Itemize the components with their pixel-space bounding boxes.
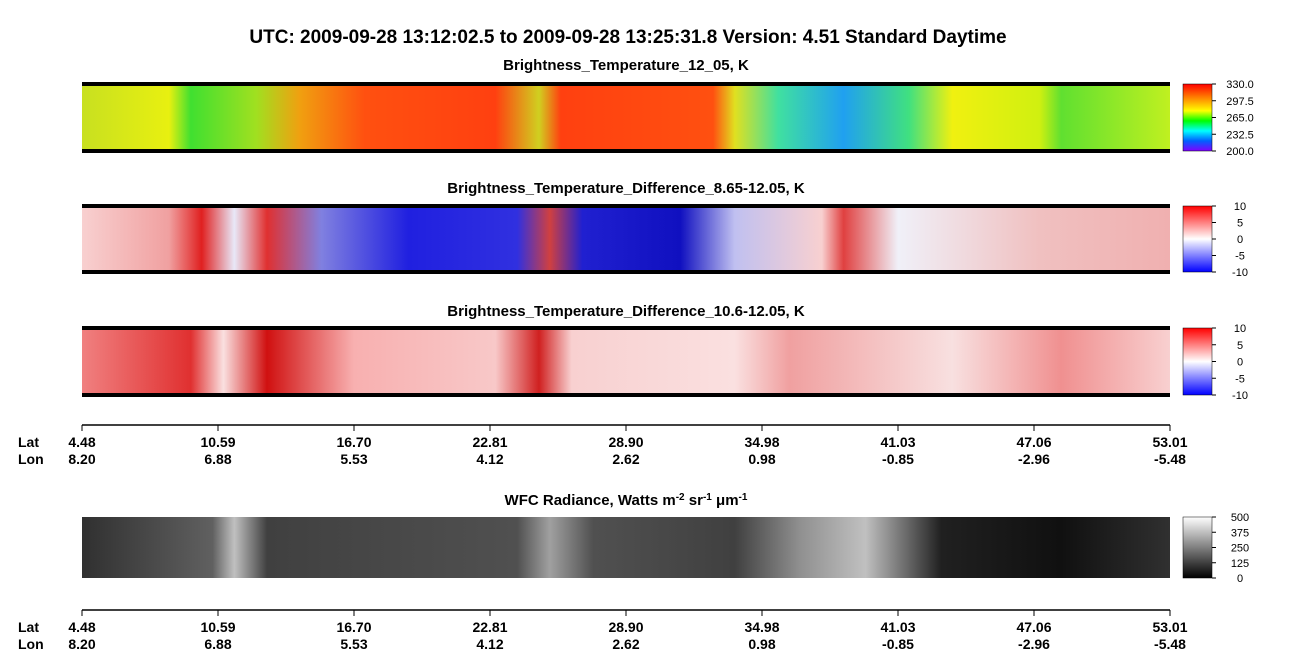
colorbar-tick-label: -10 (1232, 390, 1248, 402)
lat-tick-label: 22.81 (472, 619, 507, 635)
colorbar-tick-label: 232.5 (1226, 129, 1254, 141)
colorbar-tick-label: 5 (1237, 340, 1243, 352)
lon-tick-label: 5.53 (340, 451, 367, 467)
lat-tick-label: 16.70 (336, 619, 371, 635)
lon-tick-label: 8.20 (68, 451, 95, 467)
lon-tick-label: -5.48 (1154, 636, 1186, 652)
lat-tick-label: 41.03 (880, 434, 915, 450)
colorbar-tick-label: 10 (1234, 201, 1246, 213)
lon-tick-label: -5.48 (1154, 451, 1186, 467)
data-image (82, 517, 1170, 578)
colorbar (1182, 327, 1213, 396)
colorbar-tick-label: 375 (1231, 527, 1249, 539)
colorbar-tick-label: 500 (1231, 512, 1249, 524)
lon-tick-label: 0.98 (748, 636, 775, 652)
lat-tick-label: 4.48 (68, 434, 95, 450)
lon-tick-label: -0.85 (882, 451, 914, 467)
lat-tick-label: 4.48 (68, 619, 95, 635)
lon-label: Lon (18, 636, 44, 652)
colorbar-tick-label: 10 (1234, 323, 1246, 335)
lon-tick-label: 6.88 (204, 451, 231, 467)
lat-tick-label: 41.03 (880, 619, 915, 635)
colorbar-tick-label: -5 (1235, 373, 1245, 385)
title-part: sr (685, 492, 704, 509)
superscript: -1 (739, 492, 748, 503)
lat-tick-label: 34.98 (744, 619, 779, 635)
colorbar (1182, 205, 1213, 273)
lon-label: Lon (18, 451, 44, 467)
colorbar-tick-label: -5 (1235, 251, 1245, 263)
data-image (82, 328, 1170, 395)
title: UTC: 2009-09-28 13:12:02.5 to 2009-09-28… (249, 27, 1006, 48)
colorbar (1182, 516, 1213, 579)
lon-tick-label: 8.20 (68, 636, 95, 652)
lon-tick-label: 5.53 (340, 636, 367, 652)
data-image (82, 206, 1170, 272)
colorbar-tick-label: 125 (1231, 558, 1249, 570)
panel-title: WFC Radiance, Watts m-2 sr-1 μm-1 (505, 492, 748, 510)
image-border-bottom (82, 270, 1170, 274)
panel-title: Brightness_Temperature_Difference_8.65-1… (447, 180, 805, 197)
lon-tick-label: 2.62 (612, 451, 639, 467)
colorbar-tick-label: 0 (1237, 234, 1243, 246)
lat-tick-label: 10.59 (200, 619, 235, 635)
lat-tick-label: 47.06 (1016, 619, 1051, 635)
title-part: μm (712, 492, 739, 509)
superscript: -2 (676, 492, 685, 503)
lat-tick-label: 10.59 (200, 434, 235, 450)
colorbar (1182, 83, 1213, 152)
lon-tick-label: 2.62 (612, 636, 639, 652)
lat-tick-label: 53.01 (1152, 619, 1187, 635)
colorbar-tick-label: 0 (1237, 573, 1243, 585)
lat-label: Lat (18, 619, 39, 635)
lat-tick-label: 16.70 (336, 434, 371, 450)
colorbar-tick-label: 0 (1237, 357, 1243, 369)
image-border-bottom (82, 393, 1170, 397)
colorbar-tick-label: 330.0 (1226, 79, 1254, 91)
lon-tick-label: 4.12 (476, 451, 503, 467)
colorbar-tick-label: 200.0 (1226, 146, 1254, 158)
colorbar-tick-label: 265.0 (1226, 113, 1254, 125)
lon-tick-label: -2.96 (1018, 451, 1050, 467)
lat-tick-label: 34.98 (744, 434, 779, 450)
colorbar-tick-label: 5 (1237, 218, 1243, 230)
colorbar-tick-label: 250 (1231, 543, 1249, 555)
image-border-top (82, 204, 1170, 208)
lon-tick-label: 6.88 (204, 636, 231, 652)
lat-tick-label: 53.01 (1152, 434, 1187, 450)
data-image (82, 84, 1170, 151)
lat-tick-label: 47.06 (1016, 434, 1051, 450)
panel-title: Brightness_Temperature_Difference_10.6-1… (447, 303, 805, 320)
lat-tick-label: 28.90 (608, 434, 643, 450)
lat-label: Lat (18, 434, 39, 450)
superscript: -1 (703, 492, 712, 503)
lat-tick-label: 22.81 (472, 434, 507, 450)
colorbar-tick-label: -10 (1232, 267, 1248, 279)
panel-title: Brightness_Temperature_12_05, K (503, 57, 749, 74)
lon-tick-label: -2.96 (1018, 636, 1050, 652)
lon-tick-label: 0.98 (748, 451, 775, 467)
image-border-top (82, 82, 1170, 86)
image-border-bottom (82, 149, 1170, 153)
image-border-top (82, 326, 1170, 330)
lon-tick-label: 4.12 (476, 636, 503, 652)
title-part: WFC Radiance, Watts m (505, 492, 676, 509)
colorbar-tick-label: 297.5 (1226, 96, 1254, 108)
lat-tick-label: 28.90 (608, 619, 643, 635)
lon-tick-label: -0.85 (882, 636, 914, 652)
